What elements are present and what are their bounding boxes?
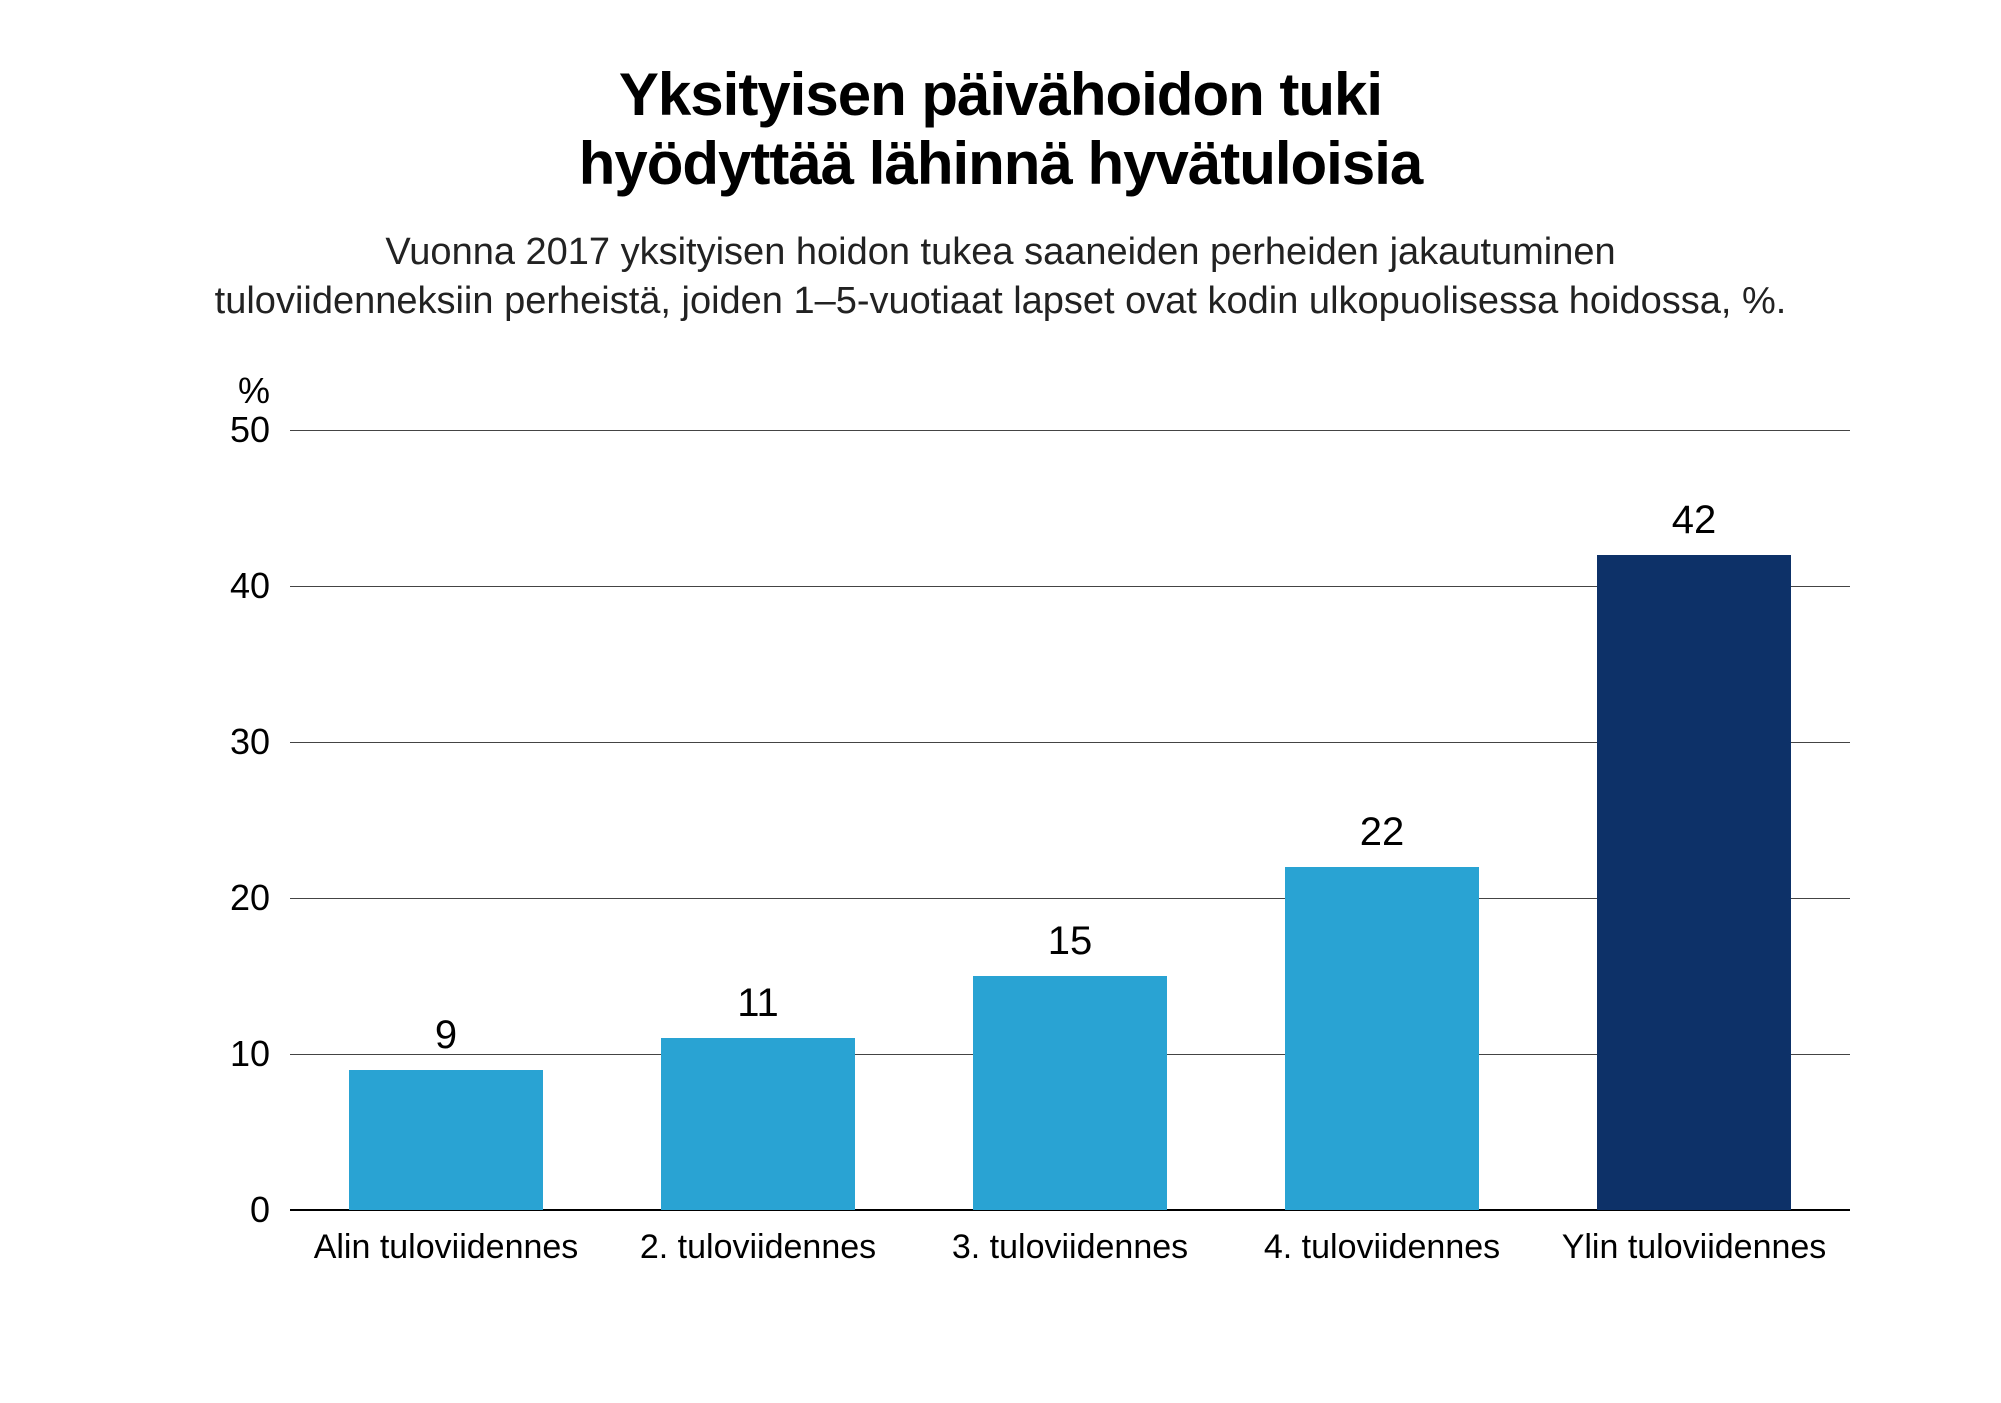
bar-value-label: 15 (1048, 919, 1093, 976)
subtitle-line-2: tuloviidenneksiin perheistä, joiden 1–5-… (215, 280, 1787, 322)
y-tick-label: 30 (230, 721, 290, 763)
y-axis-symbol: % (238, 370, 290, 412)
y-tick-label: 50 (230, 409, 290, 451)
title-line-2: hyödyttää lähinnä hyvätuloisia (579, 130, 1423, 197)
bar-value-label: 9 (435, 1013, 457, 1070)
subtitle-line-1: Vuonna 2017 yksityisen hoidon tukea saan… (385, 231, 1615, 273)
x-tick-label: Alin tuloviidennes (314, 1210, 579, 1267)
plot-area: 01020304050%9Alin tuloviidennes112. tulo… (290, 430, 1850, 1210)
y-tick-label: 20 (230, 877, 290, 919)
x-tick-label: 3. tuloviidennes (952, 1210, 1188, 1267)
gridline (290, 430, 1850, 431)
bar-value-label: 42 (1672, 498, 1717, 555)
bar: 9 (349, 1070, 542, 1210)
x-tick-label: Ylin tuloviidennes (1562, 1210, 1827, 1267)
bar: 42 (1597, 555, 1790, 1210)
bar: 11 (661, 1038, 854, 1210)
chart-title: Yksityisen päivähoidon tuki hyödyttää lä… (0, 60, 2001, 198)
bar: 15 (973, 976, 1166, 1210)
bar-value-label: 11 (737, 981, 779, 1038)
y-tick-label: 40 (230, 565, 290, 607)
bar: 22 (1285, 867, 1478, 1210)
x-tick-label: 4. tuloviidennes (1264, 1210, 1500, 1267)
y-tick-label: 0 (250, 1189, 290, 1231)
chart-subtitle: Vuonna 2017 yksityisen hoidon tukea saan… (0, 228, 2001, 327)
chart: 01020304050%9Alin tuloviidennes112. tulo… (160, 350, 1860, 1350)
x-tick-label: 2. tuloviidennes (640, 1210, 876, 1267)
title-line-1: Yksityisen päivähoidon tuki (619, 61, 1382, 128)
page: Yksityisen päivähoidon tuki hyödyttää lä… (0, 0, 2001, 1403)
bar-value-label: 22 (1360, 810, 1405, 867)
y-tick-label: 10 (230, 1033, 290, 1075)
